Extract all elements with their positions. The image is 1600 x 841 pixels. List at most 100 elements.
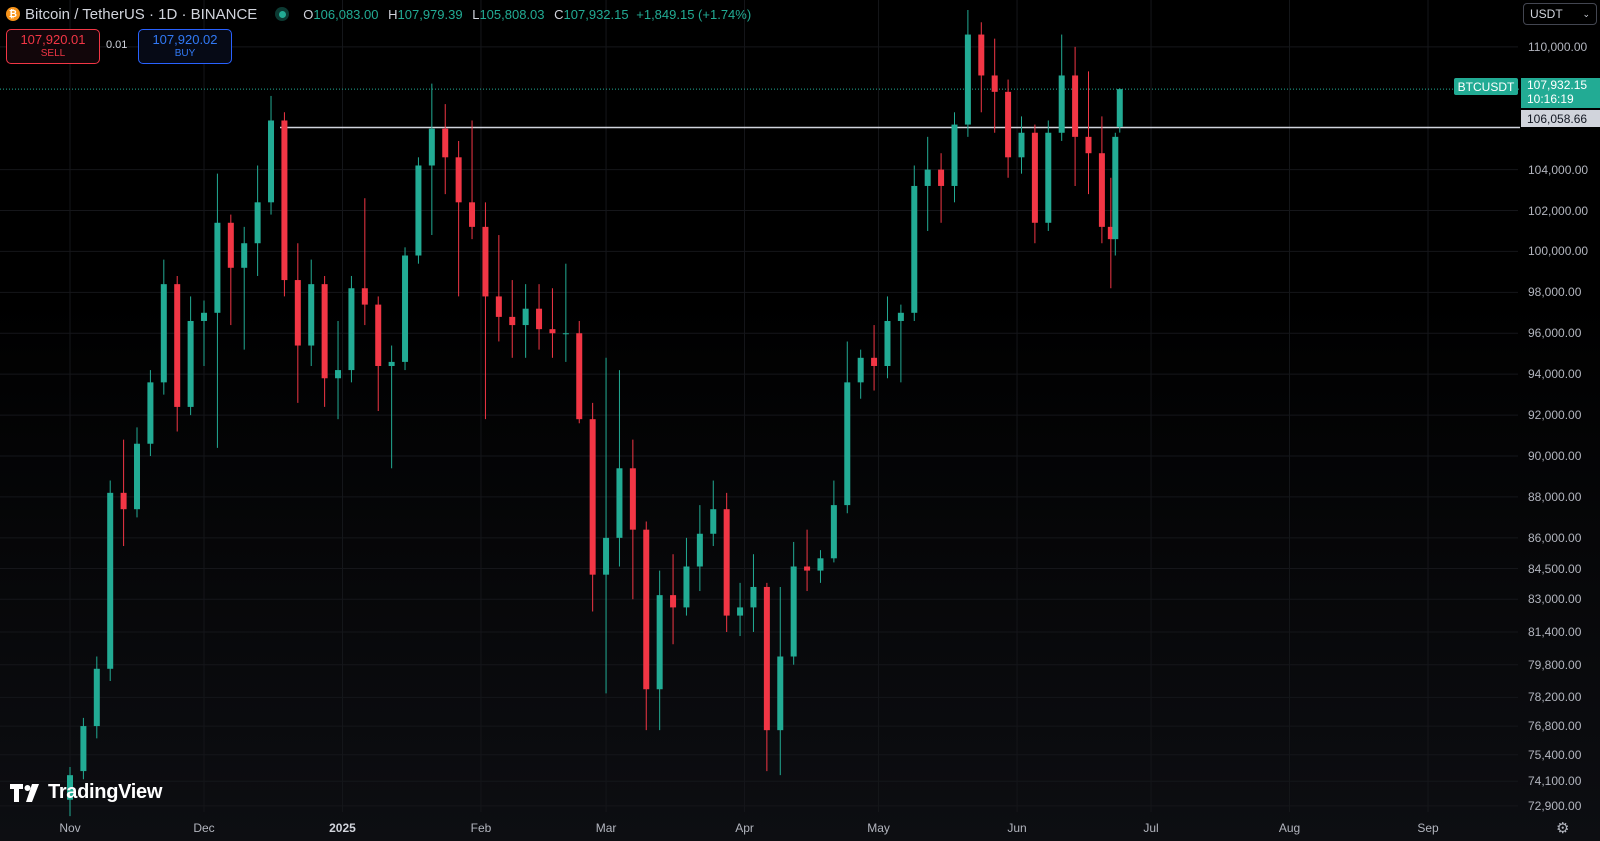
price-tick-label: 81,400.00 bbox=[1528, 624, 1582, 639]
candle-body bbox=[335, 370, 342, 379]
candle-body bbox=[844, 382, 851, 506]
tradingview-logo-text: TradingView bbox=[48, 781, 163, 803]
candle-body bbox=[428, 128, 435, 166]
sell-price: 107,920.01 bbox=[20, 31, 86, 47]
candle-body bbox=[522, 308, 529, 326]
price-tick-label: 88,000.00 bbox=[1528, 489, 1582, 504]
candle-body bbox=[616, 468, 623, 538]
price-tick-label: 102,000.00 bbox=[1528, 203, 1589, 218]
candle-body bbox=[1031, 132, 1038, 223]
market-status-icon[interactable] bbox=[275, 7, 290, 21]
currency-select[interactable]: USDT ⌄ bbox=[1523, 3, 1597, 25]
symbol-title[interactable]: Bitcoin / TetherUS · 1D · BINANCE bbox=[25, 5, 258, 23]
symbol-price-tag: BTCUSDT bbox=[1454, 78, 1518, 95]
candle-body bbox=[817, 558, 824, 571]
candle-body bbox=[924, 169, 931, 186]
candle-body bbox=[804, 566, 811, 571]
buy-button[interactable]: 107,920.02 BUY bbox=[138, 29, 232, 64]
candle-body bbox=[1098, 153, 1105, 227]
candle-body bbox=[254, 202, 261, 244]
time-tick-label: Feb bbox=[470, 821, 492, 835]
candle-body bbox=[629, 468, 636, 530]
price-tick-label: 75,400.00 bbox=[1528, 747, 1582, 762]
candle-body bbox=[67, 775, 73, 800]
candle-body bbox=[763, 586, 770, 731]
candle-body bbox=[227, 222, 234, 268]
time-tick-label: Dec bbox=[193, 821, 215, 835]
spread-value: 0.01 bbox=[106, 39, 128, 51]
candle-body bbox=[1018, 132, 1025, 158]
candle-body bbox=[777, 656, 784, 731]
candle-body bbox=[562, 333, 569, 335]
low-value: 105,808.03 bbox=[479, 6, 545, 22]
candle-body bbox=[737, 607, 744, 616]
price-tick-label: 86,000.00 bbox=[1528, 530, 1582, 545]
bar-countdown: 10:16:19 bbox=[1527, 92, 1574, 106]
price-tick-label: 104,000.00 bbox=[1528, 162, 1589, 177]
candle-body bbox=[656, 595, 663, 690]
time-tick-label: Jun bbox=[1007, 821, 1027, 835]
candle-body bbox=[991, 75, 998, 92]
candle-body bbox=[964, 34, 971, 125]
settings-icon[interactable]: ⚙ bbox=[1556, 820, 1570, 837]
candle-body bbox=[93, 668, 100, 727]
price-tick-label: 79,800.00 bbox=[1528, 657, 1582, 672]
tradingview-logo[interactable]: TradingView bbox=[10, 781, 162, 804]
candle-body bbox=[1072, 75, 1079, 137]
price-tick-label: 94,000.00 bbox=[1528, 367, 1582, 382]
candle-body bbox=[710, 509, 717, 534]
candle-body bbox=[1045, 132, 1052, 223]
candle-body bbox=[321, 284, 328, 379]
open-value: 106,083.00 bbox=[313, 6, 379, 22]
candle-body bbox=[951, 124, 958, 186]
candle-body bbox=[750, 586, 757, 608]
price-tick-label: 100,000.00 bbox=[1528, 244, 1589, 259]
sell-button[interactable]: 107,920.01 SELL bbox=[6, 29, 100, 64]
candle-body bbox=[134, 443, 141, 510]
candle-body bbox=[589, 419, 596, 575]
candle-body bbox=[107, 492, 114, 669]
candle-body bbox=[375, 304, 382, 366]
price-tick-label: 72,900.00 bbox=[1528, 798, 1582, 813]
time-tick-label: Mar bbox=[595, 821, 617, 835]
time-tick-label: Apr bbox=[735, 821, 754, 835]
price-tick-label: 83,000.00 bbox=[1528, 592, 1582, 607]
bitcoin-icon: ₿ bbox=[6, 7, 20, 21]
candle-body bbox=[549, 329, 556, 334]
candle-body bbox=[214, 222, 221, 313]
candle-body bbox=[683, 566, 690, 608]
candle-body bbox=[670, 595, 677, 608]
price-tick-label: 98,000.00 bbox=[1528, 285, 1582, 300]
change-value: +1,849.15 (+1.74%) bbox=[636, 6, 752, 22]
candle-body bbox=[268, 120, 275, 203]
candle-body bbox=[160, 284, 167, 383]
close-value: 107,932.15 bbox=[563, 6, 629, 22]
candle-body bbox=[120, 492, 127, 510]
time-tick-label: May bbox=[867, 821, 890, 835]
candle-body bbox=[696, 533, 703, 567]
candle-body bbox=[1058, 75, 1065, 133]
candle-body bbox=[857, 357, 864, 383]
candle-body bbox=[536, 308, 543, 330]
candle-body bbox=[281, 120, 288, 281]
candle-body bbox=[509, 316, 516, 326]
time-tick-label: 2025 bbox=[329, 821, 356, 835]
candle-body bbox=[1085, 136, 1092, 154]
candle-body bbox=[361, 288, 368, 305]
time-tick-label: Aug bbox=[1278, 821, 1301, 835]
candle-body bbox=[603, 537, 610, 575]
candle-body bbox=[884, 320, 891, 366]
candle-body bbox=[576, 333, 583, 420]
candle-body bbox=[897, 312, 904, 321]
candle-body bbox=[147, 382, 154, 444]
buy-price: 107,920.02 bbox=[152, 31, 218, 47]
candle-body bbox=[723, 509, 730, 616]
candle-body bbox=[174, 284, 181, 407]
candle-body bbox=[294, 280, 301, 346]
candle-body bbox=[469, 202, 476, 227]
high-value: 107,979.39 bbox=[397, 6, 463, 22]
last-price-tag: 107,932.15 10:16:19 bbox=[1521, 78, 1600, 108]
horizontal-line-price-tag[interactable]: 106,058.66 bbox=[1521, 110, 1600, 127]
